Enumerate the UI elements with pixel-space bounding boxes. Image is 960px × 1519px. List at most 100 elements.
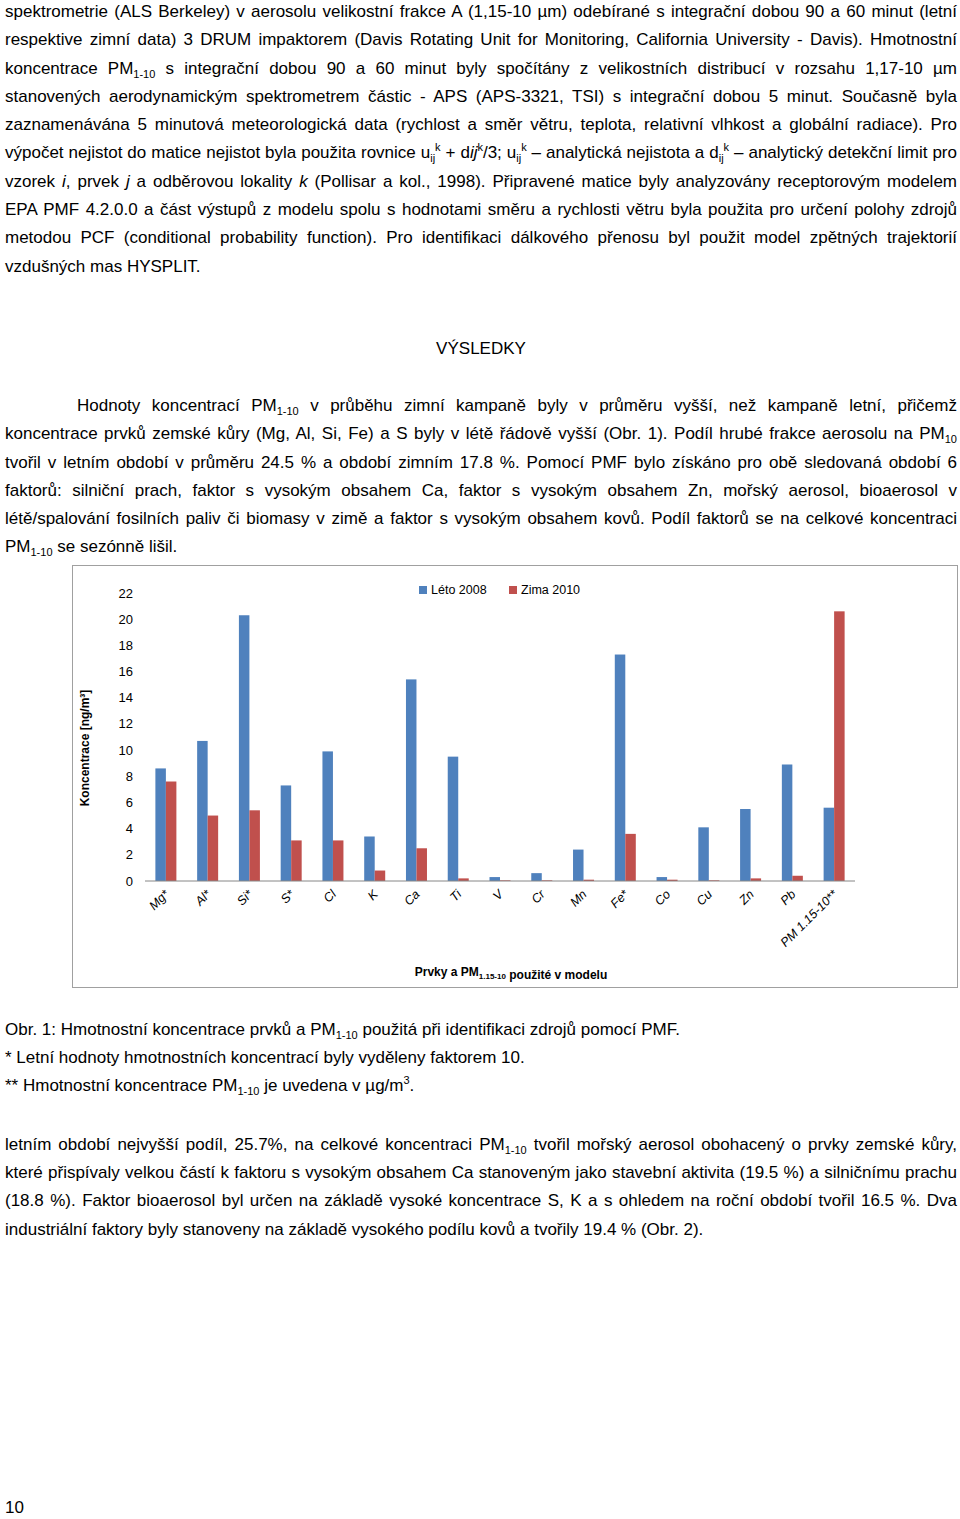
y-tick-label: 6 (126, 795, 133, 810)
bar (416, 848, 427, 881)
x-tick-label: Mn (567, 887, 589, 909)
x-axis-line (145, 880, 855, 881)
y-tick-label: 10 (119, 742, 133, 757)
bar (281, 785, 292, 881)
chart: 0246810121416182022Mg*Al*Si*S*ClKCaTiVCr… (73, 566, 957, 987)
x-tick-label: Pb (778, 887, 799, 908)
bar (615, 654, 626, 880)
bar (166, 781, 177, 880)
text-run: , prvek (66, 172, 126, 191)
bar (625, 834, 636, 881)
text-run: k (435, 142, 441, 154)
paragraph: Hodnoty koncentrací PM1-10 v průběhu zim… (5, 392, 957, 562)
bar (490, 877, 501, 881)
x-tick-label: Al* (192, 886, 215, 909)
text-run: použité v modelu (506, 968, 607, 982)
y-tick-label: 12 (119, 716, 133, 731)
text-run: 1-10 (277, 405, 299, 417)
bars (155, 611, 844, 881)
bar (573, 849, 584, 880)
x-tick-label: Co (652, 887, 673, 908)
x-tick-label: V (490, 886, 507, 903)
x-tick-label: Mg* (146, 886, 172, 912)
x-tick-label: Si* (234, 886, 256, 908)
bar (834, 611, 845, 881)
text-run: /3; u (483, 143, 516, 162)
bar (531, 873, 542, 881)
caption-line: Obr. 1: Hmotnostní koncentrace prvků a P… (5, 1016, 957, 1044)
text-run: 1.15-10 (479, 972, 507, 981)
bar (155, 768, 166, 881)
text-run: a odběrovou lokality (130, 172, 299, 191)
paragraph: letním období nejvyšší podíl, 25.7%, na … (5, 1131, 957, 1244)
text-run: 1-10 (133, 68, 155, 80)
text-run: * Letní hodnoty hmotnostních koncentrací… (5, 1048, 525, 1067)
heading: VÝSLEDKY (5, 335, 957, 363)
legend: Léto 2008Zima 2010 (419, 583, 580, 597)
x-tick-label: Fe* (608, 886, 632, 910)
x-tick-label: Zn (736, 887, 757, 908)
y-axis-label: Koncentrace [ng/m³] (78, 689, 92, 806)
text-run: ij (516, 153, 521, 165)
x-tick-label: Ca (401, 887, 422, 908)
legend-swatch (509, 586, 517, 594)
bar (333, 840, 344, 881)
x-tick-label: Cl (321, 886, 340, 905)
text-run: k (521, 142, 527, 154)
y-tick-label: 22 (119, 585, 133, 600)
y-tick-label: 8 (126, 769, 133, 784)
caption-line: ** Hmotnostní koncentrace PM1-10 je uved… (5, 1072, 957, 1100)
text-run: Obr. 1: Hmotnostní koncentrace prvků a P… (5, 1020, 336, 1039)
bar (448, 756, 459, 880)
x-tick-label: Cu (694, 887, 715, 908)
text-run: ij (430, 153, 435, 165)
text-run: j (126, 172, 130, 191)
text-run: k (299, 172, 308, 191)
bar (406, 679, 417, 881)
text-run: ** Hmotnostní koncentrace PM (5, 1076, 237, 1095)
bar (824, 807, 835, 880)
x-tick-label: K (365, 887, 381, 903)
bar (364, 836, 375, 881)
y-tick-label: 16 (119, 664, 133, 679)
text-run: . (410, 1076, 415, 1095)
chart-frame: 0246810121416182022Mg*Al*Si*S*ClKCaTiVCr… (72, 565, 958, 988)
text-run: se sezónně lišil. (53, 537, 178, 556)
text-run: Hodnoty koncentrací PM (77, 396, 277, 415)
bar (291, 840, 302, 881)
legend-swatch (419, 586, 427, 594)
text-run: 1-10 (31, 547, 53, 559)
text-run: použitá při identifikaci zdrojů pomocí P… (358, 1020, 680, 1039)
text-run: Prvky a PM (415, 965, 479, 979)
page: spektrometrie (ALS Berkeley) v aerosolu … (5, 0, 957, 1244)
text-run: 1-10 (505, 1144, 527, 1156)
y-tick-label: 2 (126, 847, 133, 862)
bar (782, 764, 793, 881)
text-run: 3 (403, 1075, 409, 1087)
text-run: 1-10 (336, 1029, 358, 1041)
x-tick-label: Ti (447, 886, 465, 904)
text-run: letním období nejvyšší podíl, 25.7%, na … (5, 1135, 505, 1154)
text-run: ij (719, 153, 724, 165)
bar (239, 615, 250, 881)
bar (208, 815, 219, 880)
bar (740, 809, 751, 881)
y-tick-label: 0 (126, 873, 133, 888)
y-tick-label: 20 (119, 611, 133, 626)
text-run: – analytická nejistota a d (527, 143, 719, 162)
caption-line: * Letní hodnoty hmotnostních koncentrací… (5, 1044, 957, 1072)
paragraph: spektrometrie (ALS Berkeley) v aerosolu … (5, 0, 957, 281)
x-tick-label: S* (278, 886, 298, 906)
text-run: 1-10 (237, 1086, 259, 1098)
text-run: 10 (945, 434, 957, 446)
text-run: k (477, 142, 483, 154)
y-tick-label: 4 (126, 821, 133, 836)
text-run: ij (470, 143, 478, 162)
y-tick-label: 14 (119, 690, 133, 705)
legend-label: Léto 2008 (431, 583, 487, 597)
text-run: + d (441, 143, 470, 162)
figure-caption: Obr. 1: Hmotnostní koncentrace prvků a P… (5, 1016, 957, 1101)
y-tick-label: 18 (119, 638, 133, 653)
bar (197, 741, 208, 881)
bar (249, 810, 259, 881)
